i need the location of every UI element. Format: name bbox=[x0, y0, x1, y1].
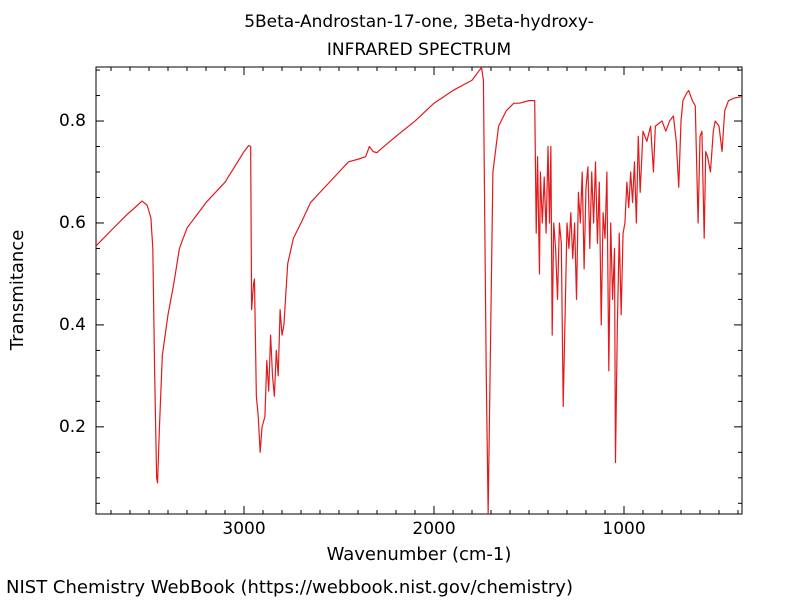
spectrum-line bbox=[95, 66, 743, 515]
plot-frame bbox=[95, 66, 743, 515]
y-tick-label: 0.4 bbox=[59, 315, 86, 335]
x-tick-label: 2000 bbox=[412, 519, 455, 539]
y-tick-label: 0.8 bbox=[59, 111, 86, 131]
footer: NIST Chemistry WebBook (https://webbook.… bbox=[6, 577, 573, 598]
x-axis-label: Wavenumber (cm-1) bbox=[327, 544, 512, 565]
y-tick-label: 0.6 bbox=[59, 213, 86, 233]
chart-title: 5Beta-Androstan-17-one, 3Beta-hydroxy- bbox=[244, 12, 594, 32]
y-axis-label: Transmitance bbox=[7, 230, 28, 352]
chart-subtitle: INFRARED SPECTRUM bbox=[327, 40, 511, 60]
x-tick-label: 3000 bbox=[222, 519, 265, 539]
y-tick-label: 0.2 bbox=[59, 417, 86, 437]
x-tick-label: 1000 bbox=[602, 519, 645, 539]
